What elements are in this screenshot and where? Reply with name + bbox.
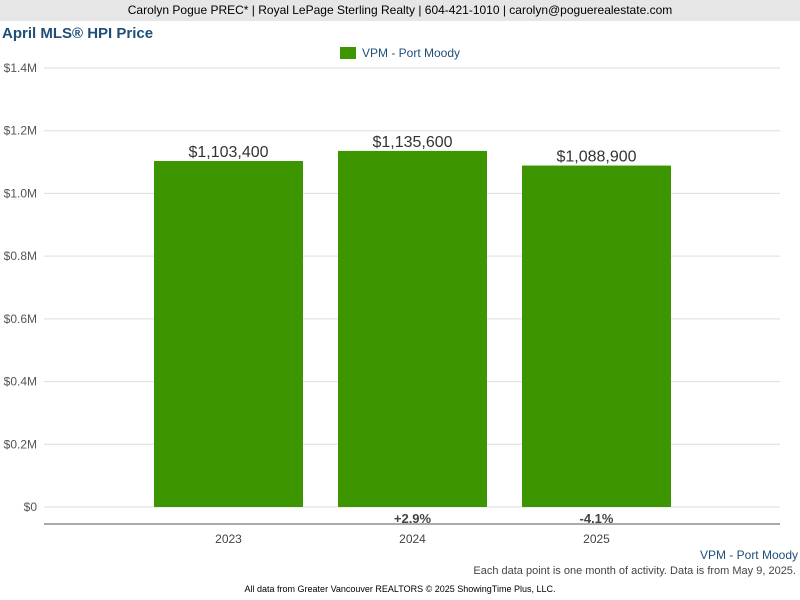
source-note: All data from Greater Vancouver REALTORS… — [244, 584, 556, 594]
y-tick-label: $1.0M — [4, 186, 37, 200]
y-tick-label: $0.6M — [4, 312, 37, 326]
x-tick-label: 2025 — [583, 532, 610, 546]
x-tick-label: 2023 — [215, 532, 242, 546]
bar — [522, 165, 671, 508]
bar — [154, 161, 303, 507]
y-tick-label: $1.4M — [4, 61, 37, 75]
y-tick-label: $0.8M — [4, 249, 37, 263]
data-note: Each data point is one month of activity… — [473, 565, 796, 577]
legend-label: VPM - Port Moody — [361, 46, 461, 60]
bar-value-label: $1,103,400 — [188, 144, 268, 161]
bar — [338, 150, 487, 508]
bar-value-label: $1,088,900 — [556, 149, 636, 166]
y-tick-label: $0.2M — [4, 437, 37, 451]
change-label: +2.9% — [394, 511, 432, 526]
chart-title: April MLS® HPI Price — [2, 25, 154, 42]
x-tick-label: 2024 — [399, 532, 426, 546]
contact-header: Carolyn Pogue PREC* | Royal LePage Sterl… — [0, 0, 800, 21]
legend-swatch — [339, 47, 356, 59]
legend: VPM - Port Moody — [0, 46, 800, 60]
y-tick-label: $0 — [24, 500, 38, 514]
change-label: -4.1% — [580, 511, 614, 526]
y-tick-label: $1.2M — [4, 124, 37, 138]
y-tick-label: $0.4M — [4, 375, 37, 389]
bar-value-label: $1,135,600 — [372, 134, 452, 151]
series-caption: VPM - Port Moody — [699, 548, 798, 562]
